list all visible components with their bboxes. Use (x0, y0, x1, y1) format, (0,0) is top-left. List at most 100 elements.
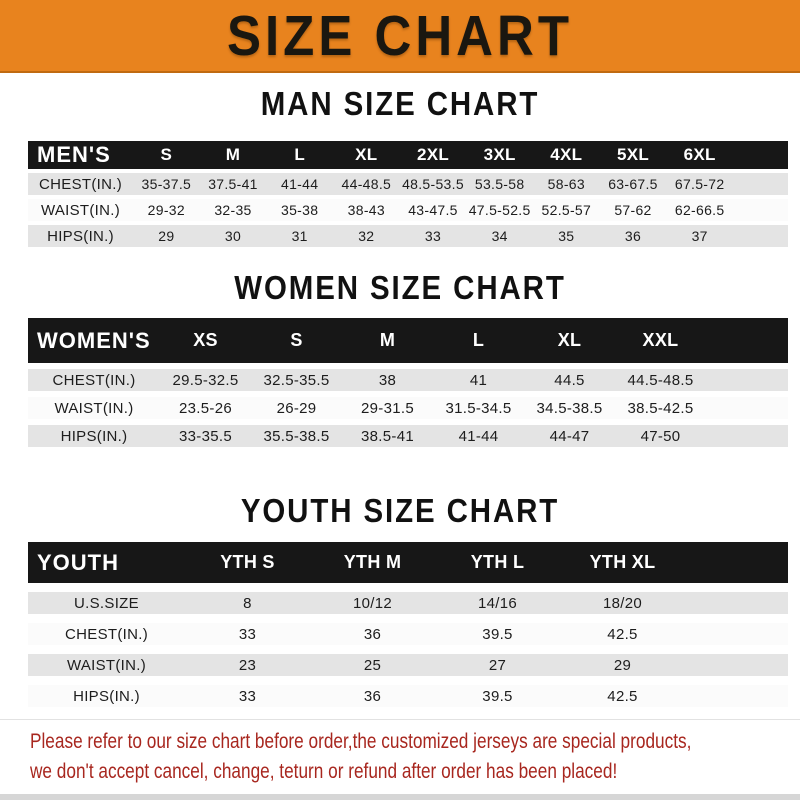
table-cell: 29.5-32.5 (172, 371, 239, 389)
table-cell: 32-35 (214, 202, 252, 218)
table-cell: 35.5-38.5 (263, 427, 330, 445)
women-size-section: WOMEN SIZE CHART WOMEN'S XS S M L XL XXL CHEST(… (0, 247, 800, 447)
table-cell: 37.5-41 (208, 176, 258, 192)
table-cell: 38.5-41 (361, 427, 414, 445)
footer-note: Please refer to our size chart before or… (0, 719, 800, 800)
table-cell: 25 (363, 656, 382, 674)
column-header: XS (193, 330, 218, 350)
table-header-label: MEN'S (37, 142, 111, 167)
youth-section-heading: YOUTH SIZE CHART (240, 491, 560, 530)
row-label: CHEST(IN.) (65, 625, 148, 643)
table-cell: 47-50 (640, 427, 681, 445)
table-cell: 23 (238, 656, 257, 674)
table-cell: 32 (358, 228, 375, 244)
table-cell: 58-63 (547, 176, 585, 192)
table-cell: 36 (624, 228, 642, 244)
row-label: WAIST(IN.) (66, 656, 147, 674)
footer-note-line1: Please refer to our size chart before or… (30, 730, 692, 753)
column-header: M (379, 330, 396, 350)
row-label: WAIST(IN.) (40, 201, 121, 219)
table-cell: 30 (224, 228, 242, 244)
table-cell: 44.5-48.5 (627, 371, 694, 389)
table-cell: 33 (238, 687, 257, 705)
column-header: L (294, 145, 305, 164)
column-header: XXL (642, 330, 679, 350)
column-header: XL (355, 145, 378, 164)
table-cell: 10/12 (352, 594, 393, 612)
column-header: YTH M (343, 552, 402, 572)
row-label: HIPS(IN.) (73, 687, 140, 705)
table-row: WAIST(IN.) 23.5-26 26-29 29-31.5 31.5-34.5 34… (28, 397, 788, 419)
column-header: M (225, 145, 241, 164)
men-size-table: MEN'S S M L XL 2XL 3XL 4XL 5XL 6XL CHEST(IN.) 35-37… (28, 141, 788, 247)
table-header-label: YOUTH (37, 549, 119, 575)
column-header: S (290, 330, 303, 350)
column-header: S (160, 145, 173, 164)
footer-bottom-strip (0, 794, 800, 800)
table-row: HIPS(IN.) 29 30 31 32 33 34 35 36 37 (28, 225, 788, 247)
table-cell: 38.5-42.5 (627, 399, 694, 417)
table-cell: 27 (488, 656, 507, 674)
column-header: 5XL (616, 145, 650, 164)
table-cell: 44-48.5 (341, 176, 392, 192)
column-header: 4XL (550, 145, 583, 164)
table-cell: 44-47 (549, 427, 590, 445)
row-label: CHEST(IN.) (39, 175, 122, 193)
table-cell: 34.5-38.5 (536, 399, 603, 417)
women-section-heading: WOMEN SIZE CHART (234, 268, 566, 307)
page-title: SIZE CHART (227, 4, 573, 67)
table-cell: 33-35.5 (179, 427, 232, 445)
table-cell: 36 (363, 687, 382, 705)
youth-size-section: YOUTH SIZE CHART YOUTH YTH S YTH M YTH L YTH… (0, 447, 800, 707)
table-cell: 29-31.5 (361, 399, 414, 417)
footer-note-line2: we don't accept cancel, change, teturn o… (30, 760, 618, 783)
table-cell: 57-62 (614, 202, 652, 218)
table-cell: 37 (691, 228, 708, 244)
table-cell: 34 (491, 228, 508, 244)
table-cell: 38 (378, 371, 397, 389)
column-header: 2XL (416, 145, 450, 164)
man-section-heading: MAN SIZE CHART (260, 84, 540, 123)
banner: SIZE CHART (0, 0, 800, 73)
table-cell: 31 (291, 228, 308, 244)
table-cell: 39.5 (482, 625, 513, 643)
table-header-label: WOMEN'S (37, 327, 151, 353)
table-cell: 44.5 (554, 371, 585, 389)
table-cell: 29 (613, 656, 632, 674)
table-cell: 18/20 (602, 594, 643, 612)
table-cell: 41 (469, 371, 488, 389)
table-cell: 41-44 (458, 427, 499, 445)
table-cell: 35-38 (281, 202, 319, 218)
table-cell: 26-29 (276, 399, 317, 417)
table-cell: 36 (363, 625, 382, 643)
table-cell: 63-67.5 (608, 176, 658, 192)
table-cell: 23.5-26 (179, 399, 232, 417)
man-size-section: MAN SIZE CHART MEN'S S M L XL 2XL 3XL 4XL 5XL 6XL… (0, 73, 800, 247)
table-cell: 14/16 (477, 594, 518, 612)
table-row: CHEST(IN.) 33 36 39.5 42.5 (28, 623, 788, 645)
table-cell: 39.5 (482, 687, 513, 705)
table-cell: 33 (424, 228, 442, 244)
table-cell: 41-44 (281, 176, 319, 192)
table-cell: 47.5-52.5 (468, 202, 531, 218)
youth-size-table: YOUTH YTH S YTH M YTH L YTH XL U.S.SIZE 8 10/12… (28, 542, 788, 707)
table-header-row: MEN'S S M L XL 2XL 3XL 4XL 5XL 6XL (28, 141, 788, 169)
table-row: CHEST(IN.) 29.5-32.5 32.5-35.5 38 41 44.5 44.5… (28, 369, 788, 391)
row-label: CHEST(IN.) (52, 371, 136, 389)
column-header: L (472, 330, 485, 350)
row-label: HIPS(IN.) (47, 227, 114, 245)
table-cell: 33 (238, 625, 257, 643)
table-row: WAIST(IN.) 23 25 27 29 (28, 654, 788, 676)
table-cell: 38-43 (347, 202, 385, 218)
table-row: HIPS(IN.) 33 36 39.5 42.5 (28, 685, 788, 707)
row-label: HIPS(IN.) (60, 427, 128, 445)
column-header: 6XL (683, 145, 716, 164)
column-header: XL (557, 330, 582, 350)
column-header: YTH S (220, 552, 275, 572)
table-row: HIPS(IN.) 33-35.5 35.5-38.5 38.5-41 41-44 44-… (28, 425, 788, 447)
table-cell: 29-32 (147, 202, 185, 218)
column-header: 3XL (483, 145, 516, 164)
table-row: U.S.SIZE 8 10/12 14/16 18/20 (28, 592, 788, 614)
column-header: YTH XL (589, 552, 656, 572)
table-cell: 8 (243, 594, 252, 612)
